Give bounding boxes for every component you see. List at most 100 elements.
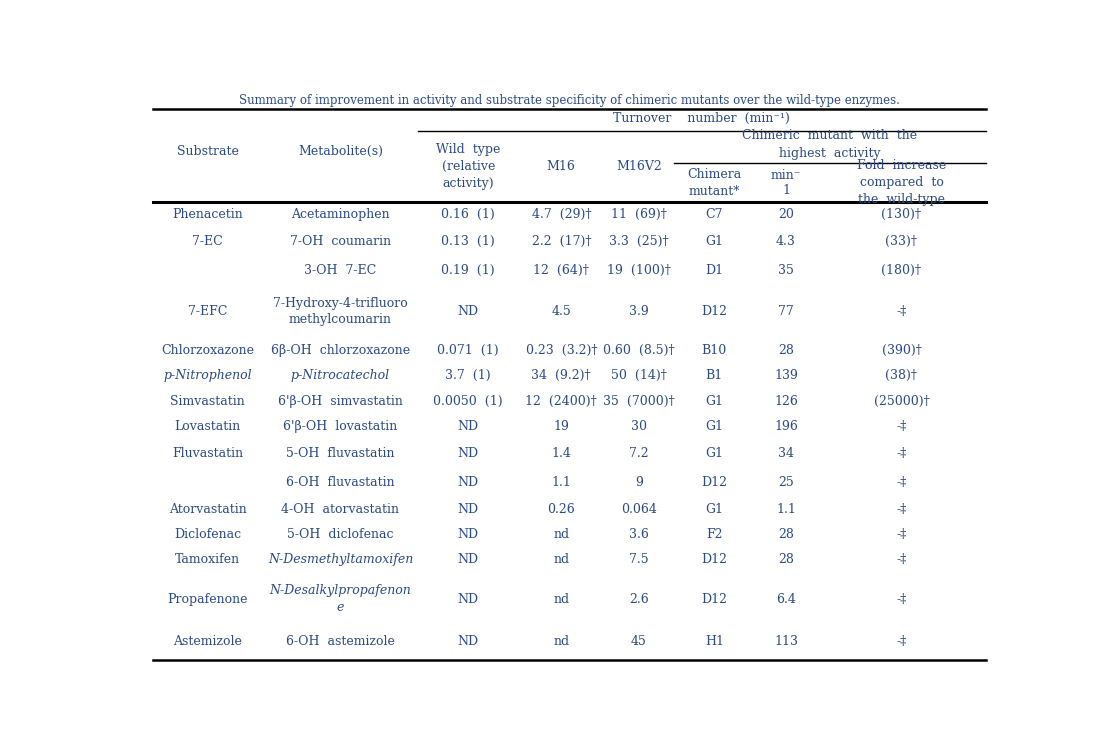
Text: D12: D12 (701, 305, 728, 318)
Text: p-Nitrophenol: p-Nitrophenol (163, 369, 252, 382)
Text: -‡: -‡ (897, 503, 907, 516)
Text: 0.0050  (1): 0.0050 (1) (433, 394, 503, 408)
Text: 7.5: 7.5 (629, 553, 649, 566)
Text: 28: 28 (778, 344, 794, 357)
Text: 3-OH  7-EC: 3-OH 7-EC (304, 264, 377, 277)
Text: Chlorzoxazone: Chlorzoxazone (161, 344, 254, 357)
Text: 35: 35 (778, 264, 794, 277)
Text: 4-OH  atorvastatin: 4-OH atorvastatin (281, 503, 399, 516)
Text: G1: G1 (705, 420, 723, 433)
Text: 6-OH  fluvastatin: 6-OH fluvastatin (286, 476, 394, 489)
Text: 2.2  (17)†: 2.2 (17)† (531, 235, 591, 248)
Text: 7-EFC: 7-EFC (188, 305, 228, 318)
Text: ND: ND (458, 420, 479, 433)
Text: B1: B1 (705, 369, 723, 382)
Text: 7.2: 7.2 (629, 447, 649, 460)
Text: D12: D12 (701, 476, 728, 489)
Text: -‡: -‡ (897, 635, 907, 648)
Text: 4.5: 4.5 (551, 305, 571, 318)
Text: ND: ND (458, 528, 479, 541)
Text: Diclofenac: Diclofenac (174, 528, 241, 541)
Text: Fluvastatin: Fluvastatin (172, 447, 243, 460)
Text: 34: 34 (778, 447, 794, 460)
Text: 0.16  (1): 0.16 (1) (441, 208, 496, 221)
Text: ND: ND (458, 553, 479, 566)
Text: N-Desalkylpropafenon
e: N-Desalkylpropafenon e (270, 584, 411, 614)
Text: 19: 19 (553, 420, 569, 433)
Text: p-Nitrocatechol: p-Nitrocatechol (291, 369, 390, 382)
Text: 3.9: 3.9 (629, 305, 649, 318)
Text: 6.4: 6.4 (777, 593, 795, 605)
Text: 3.6: 3.6 (629, 528, 649, 541)
Text: -‡: -‡ (897, 528, 907, 541)
Text: 9: 9 (634, 476, 642, 489)
Text: 3.3  (25)†: 3.3 (25)† (609, 235, 669, 248)
Text: -‡: -‡ (897, 593, 907, 605)
Text: (38)†: (38)† (885, 369, 918, 382)
Text: 0.26: 0.26 (548, 503, 575, 516)
Text: 45: 45 (631, 635, 647, 648)
Text: -‡: -‡ (897, 447, 907, 460)
Text: 126: 126 (774, 394, 798, 408)
Text: ND: ND (458, 476, 479, 489)
Text: 3.7  (1): 3.7 (1) (446, 369, 491, 382)
Text: Metabolite(s): Metabolite(s) (298, 145, 383, 158)
Text: D12: D12 (701, 553, 728, 566)
Text: B10: B10 (702, 344, 727, 357)
Text: 77: 77 (778, 305, 794, 318)
Text: 113: 113 (774, 635, 798, 648)
Text: 6'β-OH  simvastatin: 6'β-OH simvastatin (278, 394, 403, 408)
Text: Fold  increase
compared  to
the  wild-type: Fold increase compared to the wild-type (857, 159, 947, 206)
Text: nd: nd (553, 528, 569, 541)
Text: Phenacetin: Phenacetin (172, 208, 243, 221)
Text: 4.7  (29)†: 4.7 (29)† (531, 208, 591, 221)
Text: 12  (2400)†: 12 (2400)† (526, 394, 597, 408)
Text: 25: 25 (778, 476, 794, 489)
Text: ND: ND (458, 447, 479, 460)
Text: N-Desmethyltamoxifen: N-Desmethyltamoxifen (268, 553, 413, 566)
Text: 28: 28 (778, 528, 794, 541)
Text: 19  (100)†: 19 (100)† (607, 264, 671, 277)
Text: M16V2: M16V2 (615, 160, 662, 173)
Text: 196: 196 (774, 420, 798, 433)
Text: 0.13  (1): 0.13 (1) (441, 235, 496, 248)
Text: 12  (64)†: 12 (64)† (533, 264, 589, 277)
Text: 0.071  (1): 0.071 (1) (438, 344, 499, 357)
Text: Atorvastatin: Atorvastatin (169, 503, 247, 516)
Text: 6-OH  astemizole: 6-OH astemizole (286, 635, 394, 648)
Text: Acetaminophen: Acetaminophen (291, 208, 390, 221)
Text: 30: 30 (631, 420, 647, 433)
Text: Lovastatin: Lovastatin (174, 420, 241, 433)
Text: 2.6: 2.6 (629, 593, 649, 605)
Text: G1: G1 (705, 394, 723, 408)
Text: C7: C7 (705, 208, 723, 221)
Text: D1: D1 (705, 264, 723, 277)
Text: 5-OH  fluvastatin: 5-OH fluvastatin (287, 447, 394, 460)
Text: -‡: -‡ (897, 553, 907, 566)
Text: 0.23  (3.2)†: 0.23 (3.2)† (526, 344, 597, 357)
Text: 34  (9.2)†: 34 (9.2)† (531, 369, 591, 382)
Text: Substrate: Substrate (177, 145, 239, 158)
Text: 4.3: 4.3 (777, 235, 795, 248)
Text: 1.4: 1.4 (551, 447, 571, 460)
Text: 7-OH  coumarin: 7-OH coumarin (290, 235, 391, 248)
Text: ND: ND (458, 635, 479, 648)
Text: nd: nd (553, 593, 569, 605)
Text: M16: M16 (547, 160, 575, 173)
Text: G1: G1 (705, 503, 723, 516)
Text: G1: G1 (705, 447, 723, 460)
Text: 0.064: 0.064 (621, 503, 657, 516)
Text: 139: 139 (774, 369, 798, 382)
Text: Wild  type
(relative
activity): Wild type (relative activity) (436, 143, 500, 190)
Text: F2: F2 (707, 528, 722, 541)
Text: D12: D12 (701, 593, 728, 605)
Text: nd: nd (553, 553, 569, 566)
Text: H1: H1 (704, 635, 723, 648)
Text: (180)†: (180)† (881, 264, 921, 277)
Text: (25000)†: (25000)† (873, 394, 929, 408)
Text: 6β-OH  chlorzoxazone: 6β-OH chlorzoxazone (271, 344, 410, 357)
Text: 11  (69)†: 11 (69)† (611, 208, 667, 221)
Text: 0.19  (1): 0.19 (1) (441, 264, 496, 277)
Text: Chimera
mutant*: Chimera mutant* (688, 167, 741, 198)
Text: 7-EC: 7-EC (192, 235, 223, 248)
